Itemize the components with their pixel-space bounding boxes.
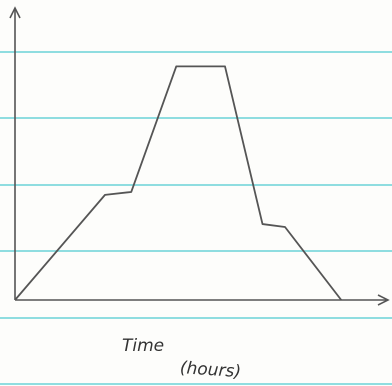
x-axis-label: Time [122,336,164,356]
axes [9,6,390,306]
x-axis-arrow [377,294,390,306]
data-line [14,65,342,301]
y-axis-arrow [9,6,21,19]
paper-lines [0,51,392,385]
x-axis-label: (hours) [179,358,241,382]
